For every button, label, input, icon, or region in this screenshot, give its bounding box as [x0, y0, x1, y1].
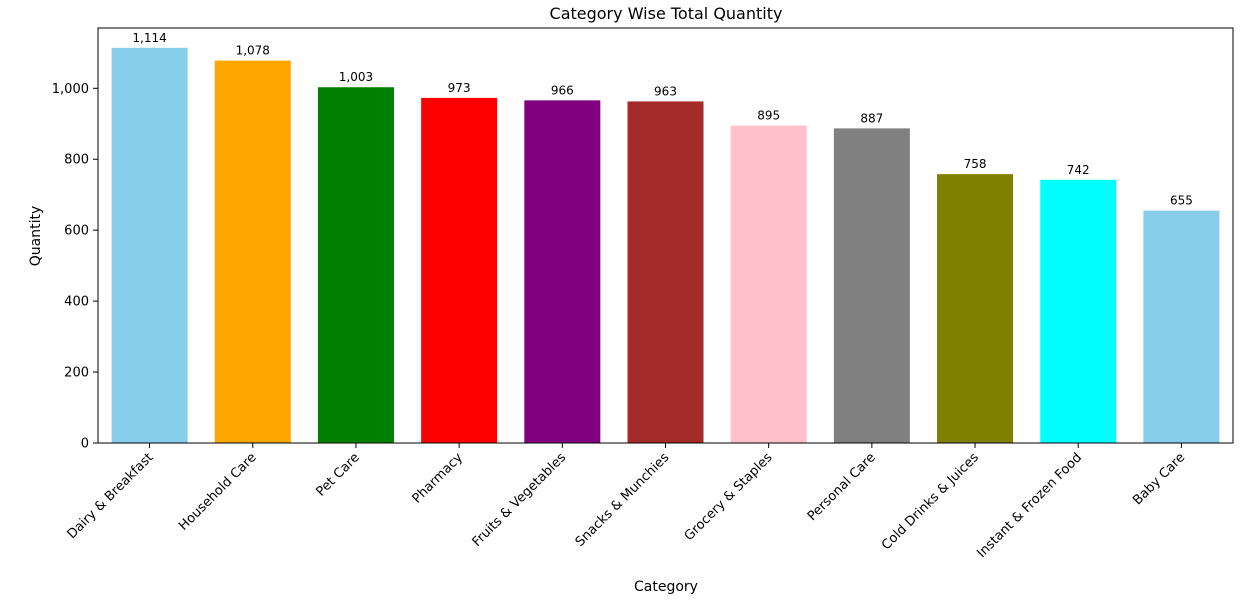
x-tick-label: Household Care	[176, 450, 259, 533]
x-tick-label: Fruits & Vegetables	[470, 450, 570, 550]
data-label: 1,003	[339, 70, 373, 84]
data-label: 758	[964, 157, 987, 171]
x-axis-title: Category	[634, 579, 698, 595]
x-tick-label: Snacks & Munchies	[573, 450, 673, 550]
y-tick-label: 0	[81, 437, 89, 452]
bar	[421, 97, 498, 443]
plot-frame	[97, 27, 1234, 444]
data-label: 887	[860, 111, 883, 125]
bar	[317, 87, 394, 444]
x-tick-label: Instant & Frozen Food	[974, 450, 1085, 561]
x-tick-label: Dairy & Breakfast	[65, 450, 157, 542]
x-tick-label: Pharmacy	[410, 450, 467, 507]
y-tick-label: 200	[64, 366, 89, 381]
bar	[730, 125, 807, 443]
x-tick-label: Cold Drinks & Juices	[879, 450, 982, 553]
x-tick-label: Baby Care	[1130, 450, 1188, 508]
data-label: 973	[448, 81, 471, 95]
data-label: 742	[1067, 163, 1090, 177]
x-tick-label: Personal Care	[805, 450, 879, 524]
x-tick-label: Pet Care	[313, 450, 362, 499]
x-tick-label: Grocery & Staples	[682, 450, 776, 544]
data-label: 895	[757, 109, 780, 123]
data-label: 966	[551, 83, 574, 97]
y-tick-label: 600	[64, 224, 89, 239]
y-tick-label: 400	[64, 295, 89, 310]
chart-title: Category Wise Total Quantity	[550, 4, 783, 23]
y-tick-label: 800	[64, 153, 89, 168]
data-label: 655	[1170, 194, 1193, 208]
bar	[111, 47, 188, 444]
bar	[524, 100, 601, 444]
bar	[833, 128, 910, 443]
bar	[1143, 210, 1220, 443]
plot-area: 1,114 Dairy & Breakfast 1,078 Household Car…	[52, 27, 1234, 561]
bar	[937, 174, 1014, 443]
bar	[214, 60, 291, 443]
data-label: 1,078	[236, 44, 270, 58]
y-axis-title: Quantity	[28, 206, 44, 267]
y-tick-label: 1,000	[52, 82, 89, 97]
data-label: 963	[654, 84, 677, 98]
bar	[1040, 179, 1117, 443]
data-label: 1,114	[132, 31, 166, 45]
bar	[627, 101, 704, 444]
